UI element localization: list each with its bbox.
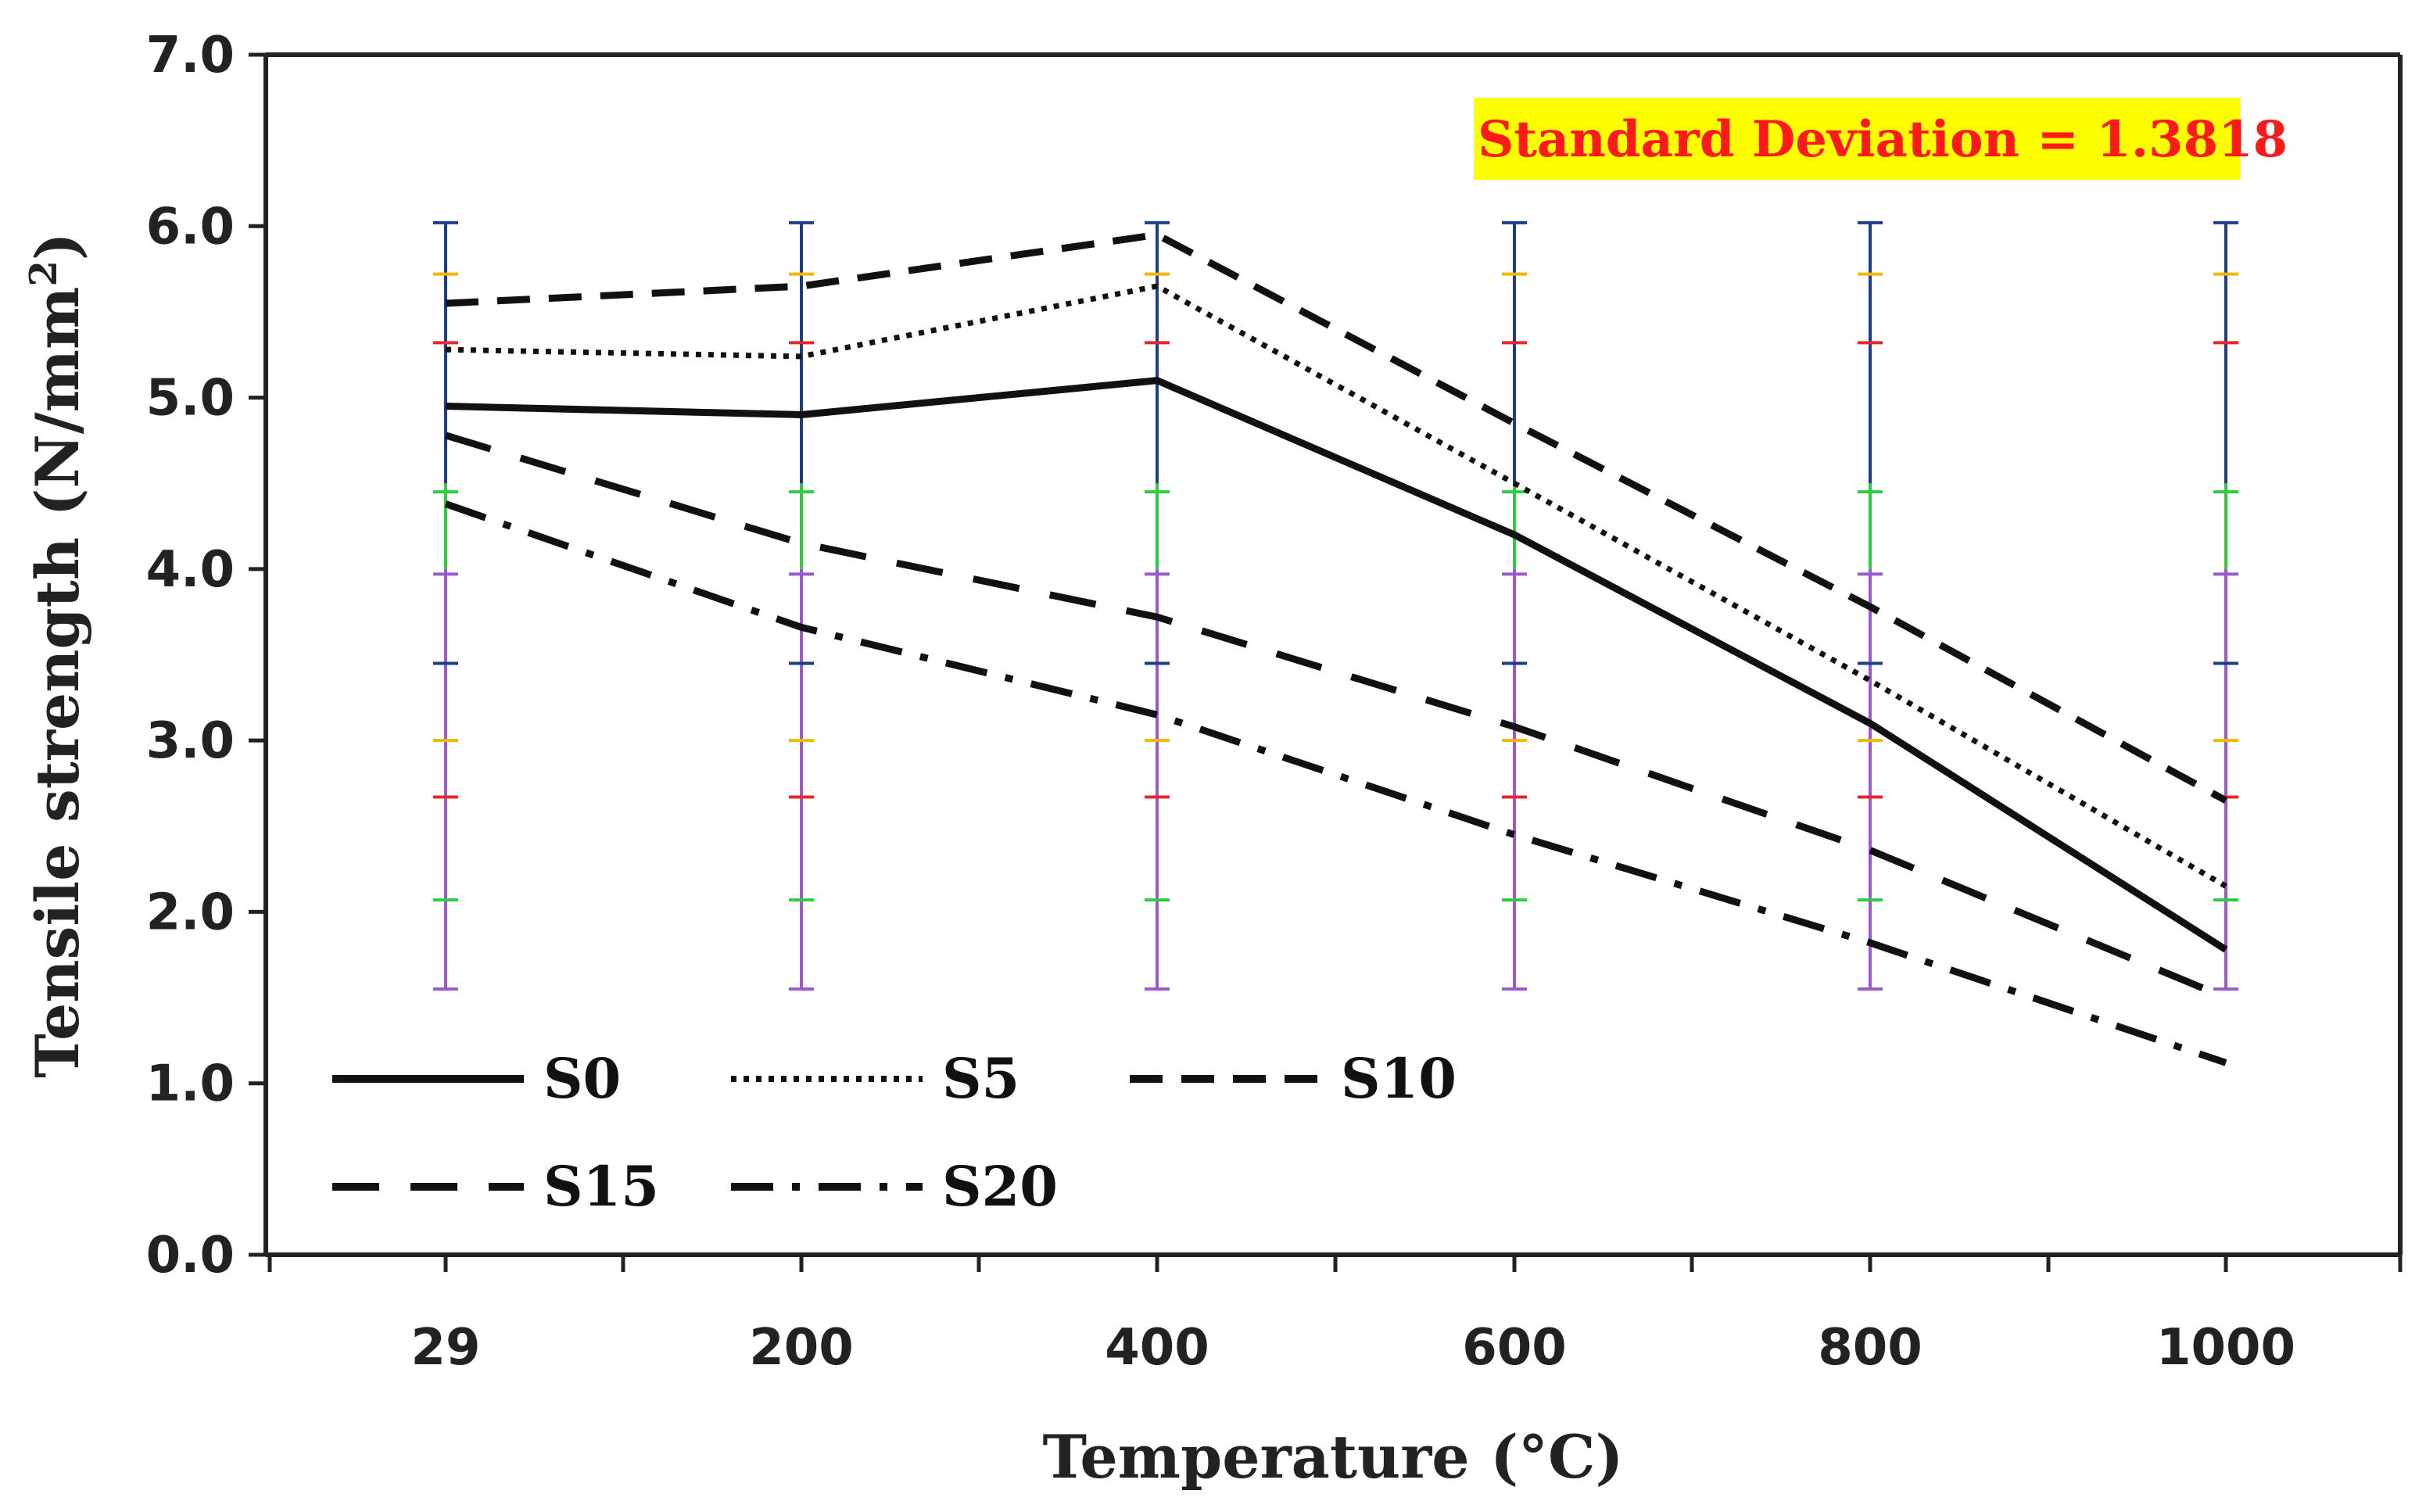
y-axis-title-close: )	[23, 232, 92, 260]
y-tick-label: 5.0	[146, 370, 235, 428]
legend-label: S10	[1341, 1046, 1457, 1111]
series-lines	[444, 231, 2228, 1066]
error-bars	[433, 220, 2238, 991]
y-tick-label: 6.0	[146, 198, 235, 256]
legend-item-s10: S10	[1130, 1046, 1457, 1111]
legend-item-s0: S0	[332, 1046, 621, 1111]
legend-item-s15: S15	[332, 1154, 659, 1219]
x-tick-label: 600	[1462, 1319, 1567, 1377]
std-dev-annotation: Standard Deviation = 1.3818	[1474, 98, 2288, 180]
error-bar	[2213, 220, 2238, 991]
y-tick-label: 4.0	[146, 541, 235, 599]
y-axis-title-superscript: 2	[22, 260, 66, 286]
error-bar	[1145, 220, 1170, 991]
x-tick-label: 29	[410, 1319, 480, 1377]
error-bar	[1502, 220, 1527, 991]
annotation-text: Standard Deviation = 1.3818	[1478, 110, 2288, 169]
y-tick-label: 7.0	[146, 27, 235, 84]
x-tick-label: 400	[1105, 1319, 1209, 1377]
y-tick-label: 3.0	[146, 712, 235, 770]
y-axis-title: Tensile strength (N/mm2)	[22, 232, 92, 1078]
y-tick-label: 0.0	[146, 1227, 235, 1284]
legend-item-s20: S20	[731, 1154, 1058, 1219]
x-tick-label: 200	[749, 1319, 854, 1377]
error-bar	[789, 220, 814, 991]
y-axis-title-main: Tensile strength (N/mm	[23, 287, 92, 1078]
x-ticks: 29 200 400 600 800 1000	[267, 1255, 2403, 1377]
y-tick-label: 2.0	[146, 883, 235, 941]
legend-label: S15	[543, 1154, 659, 1219]
annotation-background	[1474, 98, 2240, 180]
legend-label: S0	[543, 1046, 621, 1111]
y-ticks: 0.0 1.0 2.0 3.0 4.0 5.0 6.0 7.0	[146, 27, 266, 1284]
x-axis-title: Temperature (°C)	[1042, 1422, 1623, 1492]
error-bar	[1858, 220, 1883, 991]
legend-label: S20	[942, 1154, 1058, 1219]
x-tick-label: 800	[1818, 1319, 1923, 1377]
y-tick-label: 1.0	[146, 1055, 235, 1113]
series-line-s5	[445, 283, 2227, 889]
error-bar	[433, 220, 458, 991]
series-line-s0	[445, 377, 2228, 953]
x-tick-label: 1000	[2156, 1319, 2295, 1377]
series-line-s20	[444, 500, 2227, 1066]
legend-item-s5: S5	[731, 1046, 1019, 1111]
legend: S0 S5 S10 S15 S20	[332, 1046, 1457, 1219]
legend-label: S5	[942, 1046, 1019, 1111]
